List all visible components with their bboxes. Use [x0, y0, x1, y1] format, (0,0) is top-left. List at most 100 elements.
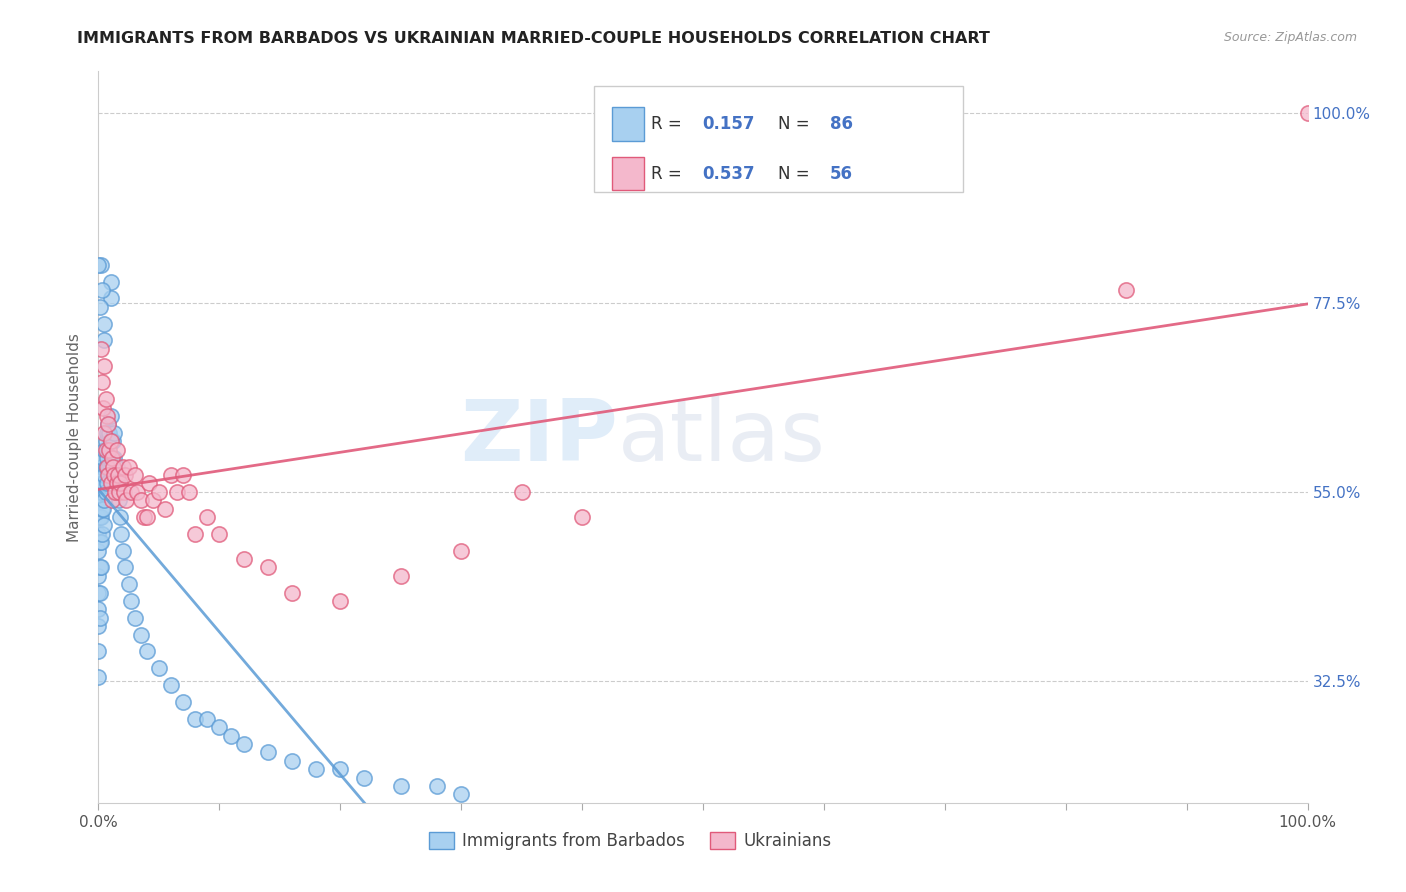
Point — [90, 467, 112, 482]
Point — [89, 510, 111, 524]
Point — [97, 417, 120, 432]
Point — [98, 459, 121, 474]
Point — [105, 476, 128, 491]
Point — [110, 526, 132, 541]
Point — [160, 678, 183, 692]
Text: 0.537: 0.537 — [702, 165, 755, 183]
Text: ZIP: ZIP — [461, 395, 619, 479]
Point — [195, 510, 218, 524]
Point — [329, 762, 352, 776]
Point — [115, 493, 138, 508]
Text: N =: N = — [778, 165, 815, 183]
Point — [111, 459, 134, 474]
Point — [426, 779, 449, 793]
Point — [114, 467, 136, 482]
Point — [87, 543, 110, 558]
Point — [93, 518, 115, 533]
Point — [127, 484, 149, 499]
Point — [221, 729, 243, 743]
Point — [97, 442, 120, 457]
Point — [93, 467, 115, 482]
Point — [100, 451, 122, 466]
Point — [135, 510, 157, 524]
Point — [90, 510, 112, 524]
Point — [100, 291, 122, 305]
Point — [94, 484, 117, 499]
Point — [256, 560, 278, 574]
Point — [91, 401, 114, 415]
Point — [179, 484, 201, 499]
Point — [97, 417, 120, 432]
Point — [281, 754, 304, 768]
Point — [450, 788, 472, 802]
Point — [1296, 106, 1319, 120]
Point — [111, 543, 134, 558]
Point — [148, 661, 170, 675]
Point — [87, 585, 110, 599]
Point — [100, 476, 122, 491]
Point — [138, 476, 160, 491]
Point — [91, 501, 114, 516]
Point — [105, 442, 128, 457]
FancyBboxPatch shape — [613, 157, 644, 190]
Point — [91, 451, 114, 466]
Text: 0.157: 0.157 — [702, 115, 754, 133]
Point — [94, 434, 117, 449]
Point — [153, 501, 176, 516]
Point — [103, 451, 125, 466]
Point — [91, 376, 114, 390]
Point — [166, 484, 188, 499]
Point — [353, 771, 375, 785]
Point — [100, 459, 122, 474]
Legend: Immigrants from Barbados, Ukrainians: Immigrants from Barbados, Ukrainians — [422, 825, 838, 856]
Point — [100, 493, 122, 508]
Point — [129, 493, 152, 508]
Point — [142, 493, 165, 508]
Point — [103, 425, 125, 440]
Point — [94, 392, 117, 407]
Point — [107, 467, 129, 482]
Text: atlas: atlas — [619, 395, 827, 479]
Point — [172, 467, 194, 482]
Point — [100, 434, 122, 449]
Point — [87, 258, 110, 272]
Point — [148, 484, 170, 499]
Point — [208, 720, 231, 734]
Point — [91, 476, 114, 491]
Point — [87, 644, 110, 658]
Point — [87, 493, 110, 508]
Point — [256, 745, 278, 759]
Point — [184, 526, 207, 541]
Point — [104, 484, 127, 499]
Point — [93, 334, 115, 348]
Text: 86: 86 — [830, 115, 853, 133]
Point — [107, 476, 129, 491]
Point — [134, 510, 156, 524]
Point — [120, 484, 142, 499]
Point — [124, 611, 146, 625]
Point — [135, 644, 157, 658]
Point — [232, 737, 254, 751]
Point — [87, 670, 110, 684]
Point — [91, 459, 114, 474]
Point — [87, 510, 110, 524]
Point — [510, 484, 533, 499]
Point — [97, 467, 120, 482]
Point — [118, 459, 141, 474]
Point — [195, 712, 218, 726]
Point — [114, 560, 136, 574]
Point — [90, 258, 112, 272]
FancyBboxPatch shape — [595, 86, 963, 192]
Point — [160, 467, 183, 482]
Point — [93, 317, 115, 331]
Y-axis label: Married-couple Households: Married-couple Households — [67, 333, 83, 541]
Point — [305, 762, 328, 776]
Point — [281, 585, 304, 599]
Point — [100, 434, 122, 449]
Point — [94, 442, 117, 457]
Point — [89, 585, 111, 599]
Point — [129, 627, 152, 641]
Point — [90, 342, 112, 356]
Point — [89, 493, 111, 508]
Point — [93, 359, 115, 373]
